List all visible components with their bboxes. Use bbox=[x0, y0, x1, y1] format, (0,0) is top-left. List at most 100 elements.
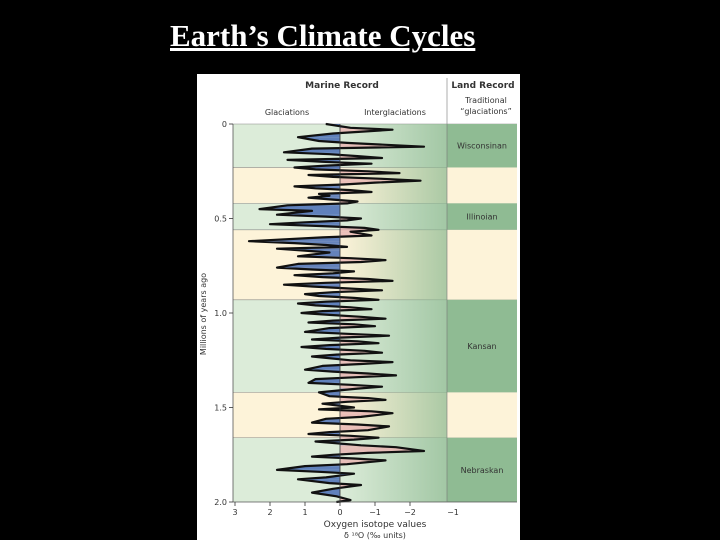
x-axis-label-units: δ ¹⁸O (‰ units) bbox=[344, 531, 406, 540]
data-point-90 bbox=[328, 314, 331, 316]
data-point-56 bbox=[346, 246, 348, 248]
data-point-125 bbox=[356, 388, 359, 390]
data-point-105 bbox=[328, 344, 331, 346]
data-point-11 bbox=[356, 155, 359, 157]
data-point-20 bbox=[398, 172, 401, 174]
data-point-44 bbox=[304, 221, 306, 223]
data-point-134 bbox=[370, 410, 373, 412]
data-point-18 bbox=[314, 168, 317, 170]
data-point-141 bbox=[367, 429, 369, 431]
data-point-10 bbox=[328, 153, 331, 155]
data-point-24 bbox=[419, 180, 422, 182]
data-point-51 bbox=[370, 234, 373, 237]
data-point-34 bbox=[332, 199, 334, 201]
data-point-43 bbox=[346, 219, 348, 221]
isotope-fill-segment bbox=[340, 426, 389, 431]
data-point-62 bbox=[384, 259, 387, 261]
data-point-55 bbox=[325, 244, 327, 246]
glaciations-label: Glaciations bbox=[265, 108, 309, 117]
isotope-fill-segment bbox=[277, 263, 340, 268]
climate-cycles-figure: Wisconsinan Illinoian Kansan Nebraskan 0 0.5… bbox=[197, 74, 520, 540]
data-point-64 bbox=[297, 263, 299, 265]
data-point-130 bbox=[346, 401, 348, 403]
data-point-93 bbox=[332, 319, 334, 322]
data-point-102 bbox=[311, 338, 313, 341]
data-point-150 bbox=[423, 450, 425, 452]
x-tick-label: 3 bbox=[232, 508, 237, 517]
data-point-42 bbox=[360, 217, 362, 220]
data-point-76 bbox=[346, 287, 348, 290]
data-point-112 bbox=[349, 359, 352, 361]
data-point-167 bbox=[335, 495, 338, 497]
data-point-33 bbox=[307, 197, 310, 199]
data-point-73 bbox=[325, 282, 327, 284]
x-tick-label: 2 bbox=[267, 508, 272, 517]
chart-labels: Marine Record Land Record Glaciations In… bbox=[199, 81, 515, 540]
data-point-79 bbox=[304, 293, 306, 295]
data-point-122 bbox=[307, 382, 310, 384]
data-point-118 bbox=[367, 372, 369, 375]
data-point-4 bbox=[297, 136, 299, 138]
y-tick-label: 0 bbox=[222, 120, 227, 129]
data-point-98 bbox=[304, 331, 306, 333]
x-tick-label: −2 bbox=[404, 508, 416, 517]
land-stage-label: Wisconsinan bbox=[457, 142, 507, 151]
data-point-41 bbox=[325, 216, 327, 218]
data-point-108 bbox=[363, 350, 366, 352]
data-point-89 bbox=[300, 312, 303, 314]
land-record-column: Wisconsinan Illinoian Kansan Nebraskan bbox=[447, 124, 517, 502]
data-point-58 bbox=[304, 250, 306, 252]
data-point-128 bbox=[367, 397, 369, 399]
land-subtitle-glaciations: “glaciations” bbox=[460, 107, 512, 116]
data-point-36 bbox=[346, 202, 348, 204]
data-point-45 bbox=[269, 223, 271, 225]
data-point-13 bbox=[286, 159, 289, 161]
data-point-168 bbox=[349, 499, 352, 501]
data-point-5 bbox=[318, 140, 320, 142]
x-tick-label: −1 bbox=[369, 508, 381, 517]
data-point-116 bbox=[304, 369, 306, 371]
x-axis-label: Oxygen isotope values bbox=[324, 520, 427, 530]
data-point-110 bbox=[335, 353, 338, 356]
data-point-166 bbox=[311, 491, 313, 494]
data-point-12 bbox=[381, 157, 383, 159]
data-point-30 bbox=[370, 191, 373, 193]
data-point-136 bbox=[360, 416, 362, 418]
data-point-158 bbox=[276, 469, 278, 471]
data-point-68 bbox=[332, 272, 334, 274]
data-point-140 bbox=[388, 425, 390, 427]
data-point-71 bbox=[367, 278, 369, 280]
data-point-37 bbox=[286, 204, 289, 206]
data-point-146 bbox=[353, 439, 355, 441]
data-point-91 bbox=[360, 316, 362, 318]
data-point-100 bbox=[388, 335, 390, 337]
data-point-22 bbox=[332, 176, 334, 178]
data-point-97 bbox=[328, 327, 331, 329]
data-point-54 bbox=[293, 242, 296, 244]
data-point-40 bbox=[276, 214, 278, 216]
oxygen-isotope-chart: Wisconsinan Illinoian Kansan Nebraskan 0 0.5… bbox=[199, 78, 517, 540]
data-point-123 bbox=[349, 384, 352, 386]
data-point-82 bbox=[377, 299, 380, 301]
data-point-133 bbox=[318, 408, 320, 410]
data-point-153 bbox=[311, 456, 313, 458]
data-point-95 bbox=[353, 323, 355, 325]
data-point-145 bbox=[377, 437, 380, 439]
isotope-fill-segment bbox=[259, 205, 340, 210]
data-point-15 bbox=[370, 163, 373, 165]
data-point-121 bbox=[314, 378, 317, 380]
data-point-85 bbox=[314, 304, 317, 307]
data-point-31 bbox=[318, 193, 320, 195]
data-point-50 bbox=[360, 233, 362, 235]
data-point-154 bbox=[353, 457, 355, 460]
land-stage-label: Illinoian bbox=[466, 213, 497, 222]
land-stage-label: Kansan bbox=[467, 342, 496, 351]
data-point-26 bbox=[342, 183, 345, 186]
data-point-21 bbox=[307, 174, 310, 176]
land-stage-cell-6 bbox=[447, 437, 517, 502]
data-point-83 bbox=[325, 301, 327, 303]
data-point-119 bbox=[395, 374, 397, 376]
data-point-138 bbox=[311, 422, 313, 424]
data-point-61 bbox=[349, 257, 352, 259]
data-point-92 bbox=[384, 318, 387, 320]
